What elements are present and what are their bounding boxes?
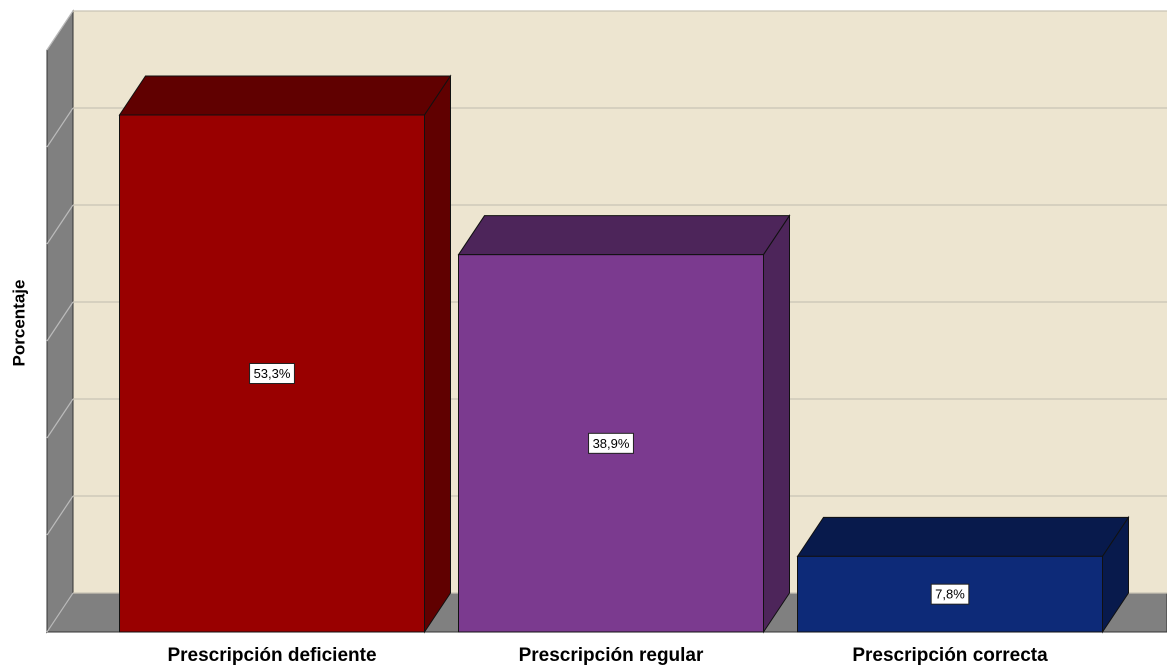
side-grid-line	[46, 301, 74, 342]
bar-top	[796, 516, 1130, 557]
bar	[796, 515, 1130, 634]
data-label: 7,8%	[935, 587, 965, 602]
y-axis-label: Porcentaje	[9, 280, 28, 367]
side-grid-line	[46, 10, 74, 51]
side-grid-line	[46, 204, 74, 245]
bar-side	[424, 74, 451, 634]
side-grid-line	[46, 495, 74, 536]
x-tick-label: Prescripción deficiente	[167, 645, 376, 666]
side-grid-line	[46, 592, 74, 633]
x-tick-label: Prescripción regular	[519, 645, 704, 666]
data-label-box	[588, 432, 634, 454]
bar-top	[118, 75, 452, 116]
bar	[457, 214, 791, 634]
x-tick-label: Prescripción correcta	[852, 645, 1048, 666]
bar-side	[763, 214, 790, 634]
data-label-box	[930, 583, 970, 605]
data-label: 38,9%	[593, 436, 630, 451]
data-label: 53,3%	[254, 366, 291, 381]
side-grid-line	[46, 107, 74, 148]
bar-top	[457, 215, 791, 256]
data-label-box	[249, 362, 295, 384]
bar	[118, 74, 452, 634]
side-grid-line	[46, 398, 74, 439]
